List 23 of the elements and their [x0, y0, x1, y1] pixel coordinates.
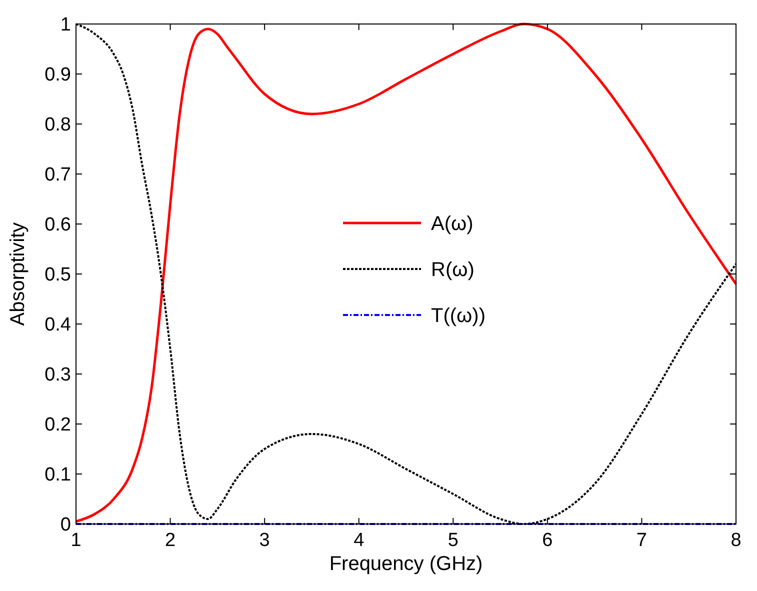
y-tick-label: 0.4	[44, 314, 72, 336]
y-tick-label: 0.2	[44, 414, 71, 436]
y-tick-label: 0	[60, 514, 71, 536]
x-tick-label: 5	[448, 530, 458, 551]
y-tick-label: 0.9	[44, 64, 71, 86]
y-tick-label: 0.7	[44, 164, 71, 186]
y-tick-label: 0.3	[44, 364, 71, 386]
x-tick-label: 3	[259, 530, 270, 551]
y-tick-label: 0.5	[44, 264, 71, 286]
legend-label: T((ω))	[431, 305, 486, 327]
y-tick-label: 0.8	[44, 114, 71, 136]
x-tick-label: 6	[542, 530, 553, 551]
x-tick-label: 4	[354, 530, 365, 551]
y-axis-title: Absorptivity	[7, 222, 29, 326]
y-tick-label: 0.6	[44, 214, 71, 236]
x-tick-label: 7	[636, 530, 648, 551]
x-axis-title: Frequency (GHz)	[329, 553, 483, 575]
legend-label: A(ω)	[431, 213, 474, 235]
y-tick-label: 1	[60, 14, 71, 36]
x-tick-label: 8	[730, 530, 742, 551]
legend-label: R(ω)	[431, 259, 474, 281]
y-tick-label: 0.1	[44, 464, 71, 486]
x-tick-label: 2	[164, 530, 176, 551]
